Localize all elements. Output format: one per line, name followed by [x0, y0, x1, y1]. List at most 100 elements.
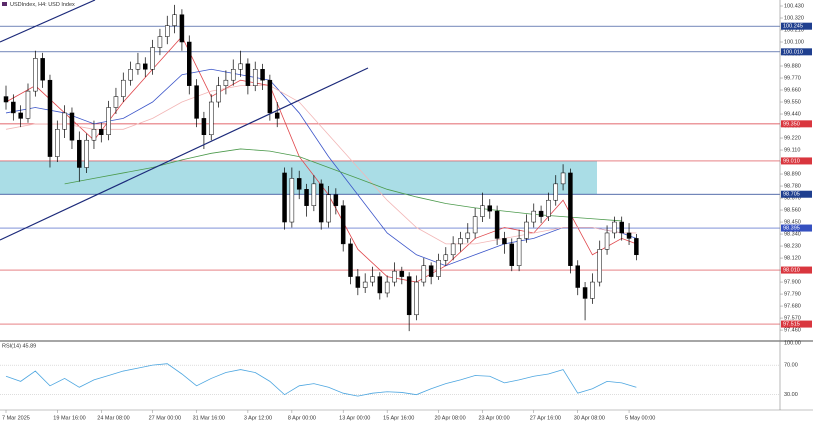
- candle-body: [62, 112, 67, 130]
- candle-body: [201, 118, 207, 136]
- candle-body: [3, 96, 9, 103]
- x-tick-label: 15 Apr 16:00: [383, 415, 414, 421]
- moving-average: [5, 85, 637, 245]
- candle-body: [282, 172, 287, 223]
- candle-body: [494, 210, 500, 239]
- candle-body: [399, 270, 405, 277]
- y-tick-label: 100.430: [784, 3, 804, 9]
- candle-body: [421, 265, 427, 283]
- x-tick-label: 27 Apr 16:00: [530, 415, 561, 421]
- candle-body: [33, 58, 38, 92]
- candle-body: [230, 69, 236, 81]
- chart-title: USDIndex, H4: USD Index: [10, 2, 75, 8]
- candle-body: [575, 265, 580, 288]
- level-label: 99.350: [783, 121, 800, 127]
- trend-line: [0, 67, 369, 241]
- candle-body: [311, 183, 317, 206]
- candle-body: [531, 210, 537, 223]
- level-label: 100.010: [783, 49, 803, 55]
- candle-body: [436, 259, 441, 277]
- candle-body: [157, 36, 163, 48]
- candle-body: [11, 101, 16, 114]
- candle-body: [553, 183, 558, 201]
- y-tick-label: 97.790: [784, 292, 801, 298]
- candle-body: [165, 25, 170, 37]
- candle-body: [143, 63, 148, 70]
- candle-body: [69, 112, 75, 141]
- candle-body: [634, 238, 639, 256]
- x-tick-label: 31 Mar 16:00: [193, 415, 225, 421]
- candle-body: [590, 281, 595, 299]
- candle-body: [582, 287, 588, 299]
- candle-body: [612, 221, 617, 234]
- x-tick-label: 23 Apr 00:00: [478, 415, 509, 421]
- candle-body: [333, 194, 339, 206]
- x-tick-label: 5 May 00:00: [625, 415, 655, 421]
- candle-body: [597, 249, 602, 283]
- y-tick-label: 97.570: [784, 316, 801, 322]
- y-tick-label: 98.120: [784, 256, 801, 262]
- candle-body: [252, 69, 258, 86]
- candle-body: [370, 276, 375, 283]
- candle-body: [443, 254, 449, 261]
- y-tick-label: 97.460: [784, 328, 801, 334]
- candle-body: [318, 183, 324, 223]
- x-tick-label: 3 Apr 12:00: [244, 415, 272, 421]
- candle-body: [77, 139, 82, 168]
- candle-body: [99, 129, 104, 136]
- level-label-box: [781, 320, 812, 328]
- y-tick-label: 99.440: [784, 111, 801, 117]
- candle-body: [296, 178, 302, 190]
- y-tick-label: 97.680: [784, 304, 801, 310]
- candle-body: [502, 238, 507, 245]
- candle-body: [377, 276, 383, 294]
- candle-body: [113, 96, 119, 108]
- candle-body: [326, 194, 331, 223]
- level-label-box: [781, 48, 812, 56]
- x-tick-label: 8 Apr 00:00: [288, 415, 316, 421]
- x-tick-label: 19 Mar 16:00: [53, 415, 85, 421]
- y-tick-label: 99.550: [784, 99, 801, 105]
- candle-body: [619, 221, 624, 234]
- level-label-box: [781, 266, 812, 274]
- candle-body: [304, 189, 309, 206]
- candle-body: [128, 69, 133, 81]
- level-label-box: [781, 157, 812, 165]
- candle-body: [604, 232, 610, 250]
- candle-body: [172, 14, 177, 26]
- candle-body: [465, 232, 471, 239]
- candle-body: [47, 79, 53, 157]
- x-tick-label: 20 Apr 08:00: [434, 415, 465, 421]
- y-tick-label: 100.210: [784, 27, 804, 33]
- candle-body: [362, 281, 368, 288]
- y-tick-label: 98.670: [784, 195, 801, 201]
- y-tick-label: 100.320: [784, 15, 804, 21]
- candle-body: [187, 41, 192, 86]
- candle-body: [194, 85, 199, 119]
- candle-body: [392, 270, 397, 283]
- candle-body: [414, 281, 419, 316]
- moving-average: [5, 68, 637, 267]
- level-label-box: [781, 22, 812, 30]
- candle-body: [458, 238, 463, 245]
- candle-body: [626, 232, 632, 239]
- candle-body: [238, 63, 243, 70]
- level-label-box: [781, 190, 812, 198]
- y-tick-label: 99.770: [784, 75, 801, 81]
- candle-body: [428, 265, 434, 277]
- candle-body: [216, 85, 221, 103]
- candle-body: [40, 58, 45, 81]
- y-tick-label: 98.560: [784, 207, 801, 213]
- rsi-tick-label: 30.00: [784, 392, 798, 398]
- x-tick-label: 27 Mar 00:00: [149, 415, 181, 421]
- candle-body: [179, 14, 185, 43]
- candle-body: [568, 172, 573, 266]
- y-tick-label: 99.880: [784, 63, 801, 69]
- candle-body: [223, 79, 229, 86]
- level-label: 98.705: [783, 192, 800, 198]
- candle-body: [355, 276, 361, 288]
- candle-body: [538, 210, 544, 217]
- candle-body: [245, 63, 251, 86]
